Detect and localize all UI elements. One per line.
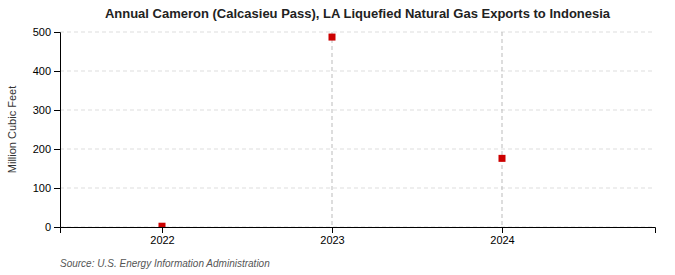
reference-line <box>502 32 503 227</box>
tick: 300 <box>33 104 60 116</box>
point <box>159 223 166 227</box>
grid-line <box>60 71 655 72</box>
x-axis: 2022 2023 2024 <box>61 227 656 246</box>
tick-label: 2023 <box>320 234 344 246</box>
tick-label: 500 <box>33 26 51 38</box>
reference-line <box>332 32 333 227</box>
y-axis: 0 100 200 300 400 500 <box>33 26 61 233</box>
tick-mark <box>54 110 60 111</box>
marks <box>159 34 506 227</box>
tick-label: 300 <box>33 104 51 116</box>
tick-label: 2024 <box>490 234 514 246</box>
grid-line <box>60 188 655 189</box>
source-note: Source: U.S. Energy Information Administ… <box>60 258 270 269</box>
grid-line <box>60 149 655 150</box>
tick-label: 200 <box>33 143 51 155</box>
tick: 2024 <box>490 227 514 246</box>
tick: 0 <box>45 221 60 233</box>
tick-mark <box>54 71 60 72</box>
tick-mark <box>54 149 60 150</box>
point <box>329 34 336 41</box>
tick-label: 400 <box>33 65 51 77</box>
tick: 2023 <box>320 227 344 246</box>
point <box>499 155 506 162</box>
plot: 2022 2023 2024 0 100 200 300 400 500 <box>33 26 656 246</box>
reference-lines <box>332 32 502 227</box>
tick-mark <box>502 227 503 233</box>
tick-mark <box>332 227 333 233</box>
tick: 2022 <box>150 227 174 246</box>
tick-label: 100 <box>33 182 51 194</box>
tick-mark <box>54 227 60 228</box>
tick: 500 <box>33 26 60 38</box>
chart: 2022 2023 2024 0 100 200 300 400 500 Annual Camer… <box>0 0 675 275</box>
tick-label: 2022 <box>150 234 174 246</box>
tick-label: 0 <box>45 221 51 233</box>
tick: 400 <box>33 65 60 77</box>
y-axis-title: Million Cubic Feet <box>6 86 18 173</box>
tick: 100 <box>33 182 60 194</box>
grid-line <box>60 32 655 33</box>
grid <box>60 32 655 227</box>
tick-mark <box>162 227 163 233</box>
grid-line <box>60 110 655 111</box>
tick: 200 <box>33 143 60 155</box>
axis-line <box>54 33 61 228</box>
tick-mark <box>54 188 60 189</box>
tick-mark <box>54 32 60 33</box>
title: Annual Cameron (Calcasieu Pass), LA Liqu… <box>105 6 611 21</box>
axis-line <box>61 228 656 234</box>
